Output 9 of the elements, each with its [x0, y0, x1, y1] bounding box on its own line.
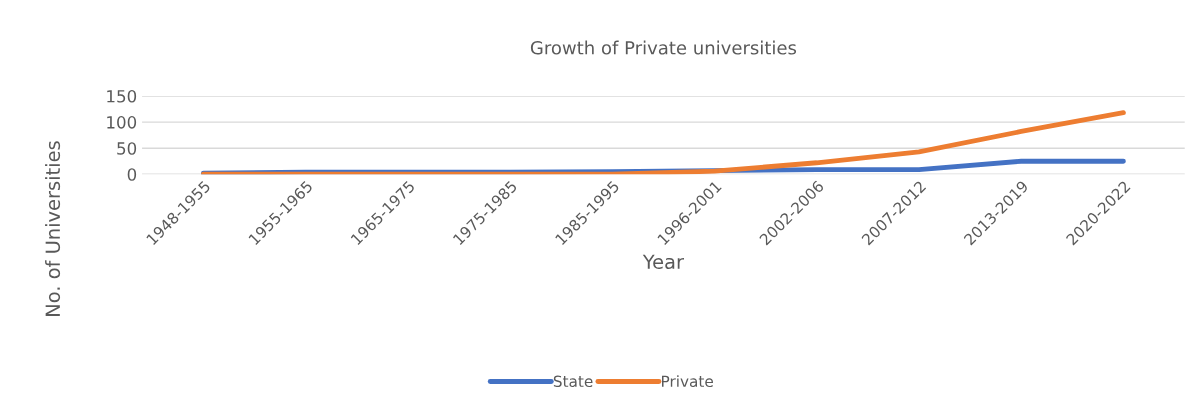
legend-label: State [553, 375, 593, 388]
x-axis-title: Year [642, 254, 684, 270]
legend-label: Private [662, 375, 713, 388]
chart-title: Growth of Private universities [530, 40, 797, 55]
y-tick-label: 0 [127, 168, 137, 181]
y-axis-title: No. of Universities [45, 141, 61, 316]
y-tick-label: 100 [107, 116, 137, 129]
y-tick-label: 50 [117, 142, 137, 155]
y-tick-label: 150 [107, 89, 137, 103]
